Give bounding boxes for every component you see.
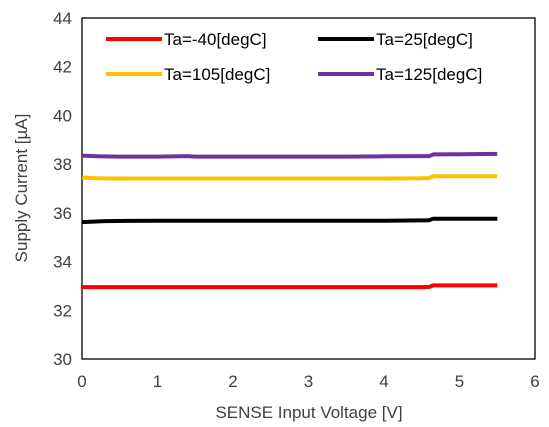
legend-label-1: Ta=-40[degC] — [164, 30, 267, 49]
legend-label-2: Ta=25[degC] — [376, 30, 473, 49]
x-tick-label: 4 — [379, 372, 388, 391]
x-tick-label: 3 — [304, 372, 313, 391]
x-tick-label: 1 — [153, 372, 162, 391]
series-line-4 — [81, 151, 498, 159]
legend-label-4: Ta=125[degC] — [376, 65, 482, 84]
x-tick-label: 6 — [530, 372, 539, 391]
y-tick-label: 34 — [53, 253, 72, 272]
x-tick-label: 5 — [455, 372, 464, 391]
y-tick-label: 30 — [53, 350, 72, 369]
y-tick-label: 32 — [53, 301, 72, 320]
y-tick-label: 44 — [53, 9, 72, 28]
x-tick-label: 2 — [228, 372, 237, 391]
y-tick-label: 42 — [53, 58, 72, 77]
x-tick-label: 0 — [77, 372, 86, 391]
legend-label-3: Ta=105[degC] — [164, 65, 270, 84]
y-tick-label: 38 — [53, 155, 72, 174]
y-tick-label: 36 — [53, 204, 72, 223]
series-line-3 — [81, 174, 498, 181]
series-line-2 — [81, 216, 498, 225]
series-line-1 — [82, 283, 498, 290]
y-axis-title: Supply Current [µA] — [12, 114, 31, 263]
plot-area-border — [81, 17, 536, 360]
y-tick-label: 40 — [53, 106, 72, 125]
x-axis-title: SENSE Input Voltage [V] — [215, 403, 402, 422]
